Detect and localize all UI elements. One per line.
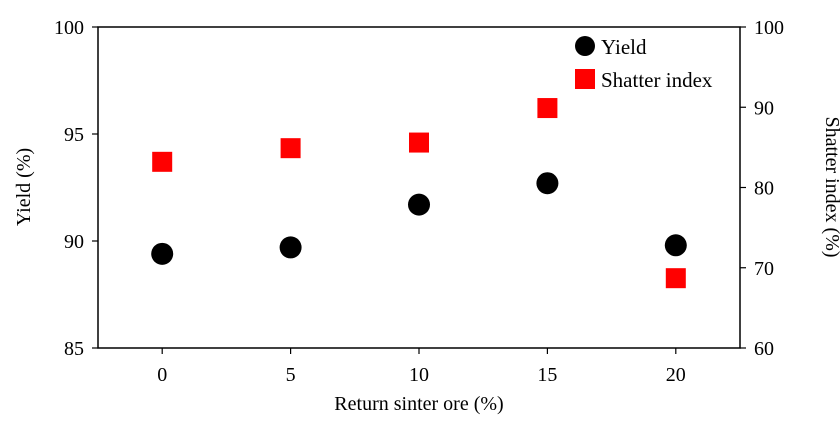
y-left-tick-label: 100 (54, 17, 84, 39)
shatter-index-point (409, 132, 429, 153)
x-tick-label: 20 (666, 364, 686, 386)
y-right-tick-label: 100 (754, 17, 784, 39)
x-axis-title: Return sinter ore (%) (334, 393, 503, 415)
legend: Yield Shatter index (575, 35, 713, 92)
y-right-tick-label: 80 (754, 178, 774, 200)
y-left-tick-label: 95 (64, 124, 84, 146)
legend-shatter-index-marker (575, 69, 595, 89)
legend-shatter-index-label: Shatter index (601, 68, 713, 92)
data-marks (151, 98, 687, 289)
y-axis-left-title: Yield (%) (13, 148, 35, 226)
plot-area (97, 26, 741, 349)
y-axis-right: 60 70 80 90 100 (740, 17, 784, 360)
y-right-tick-label: 90 (754, 97, 774, 119)
yield-point (279, 236, 302, 259)
y-left-tick-label: 90 (64, 231, 84, 253)
yield-point (151, 242, 174, 265)
x-axis: 0 5 10 15 20 (157, 348, 686, 386)
yield-point (408, 193, 430, 216)
shatter-index-point (280, 138, 301, 159)
shatter-index-point (152, 151, 173, 172)
y-axis-left: 85 90 95 100 (54, 17, 98, 360)
legend-yield-marker (575, 36, 595, 56)
x-tick-label: 15 (537, 364, 557, 386)
y-axis-right-title: Shatter index (%) (821, 116, 840, 257)
y-right-tick-label: 70 (754, 258, 774, 280)
yield-point (664, 234, 687, 257)
x-tick-label: 0 (157, 364, 167, 386)
x-tick-label: 5 (286, 364, 296, 386)
y-right-tick-label: 60 (754, 338, 774, 360)
y-left-tick-label: 85 (64, 338, 84, 360)
legend-yield-label: Yield (601, 35, 647, 59)
yield-point (536, 172, 559, 195)
shatter-index-point (537, 98, 558, 119)
x-tick-label: 10 (409, 364, 429, 386)
shatter-index-point (665, 268, 686, 289)
